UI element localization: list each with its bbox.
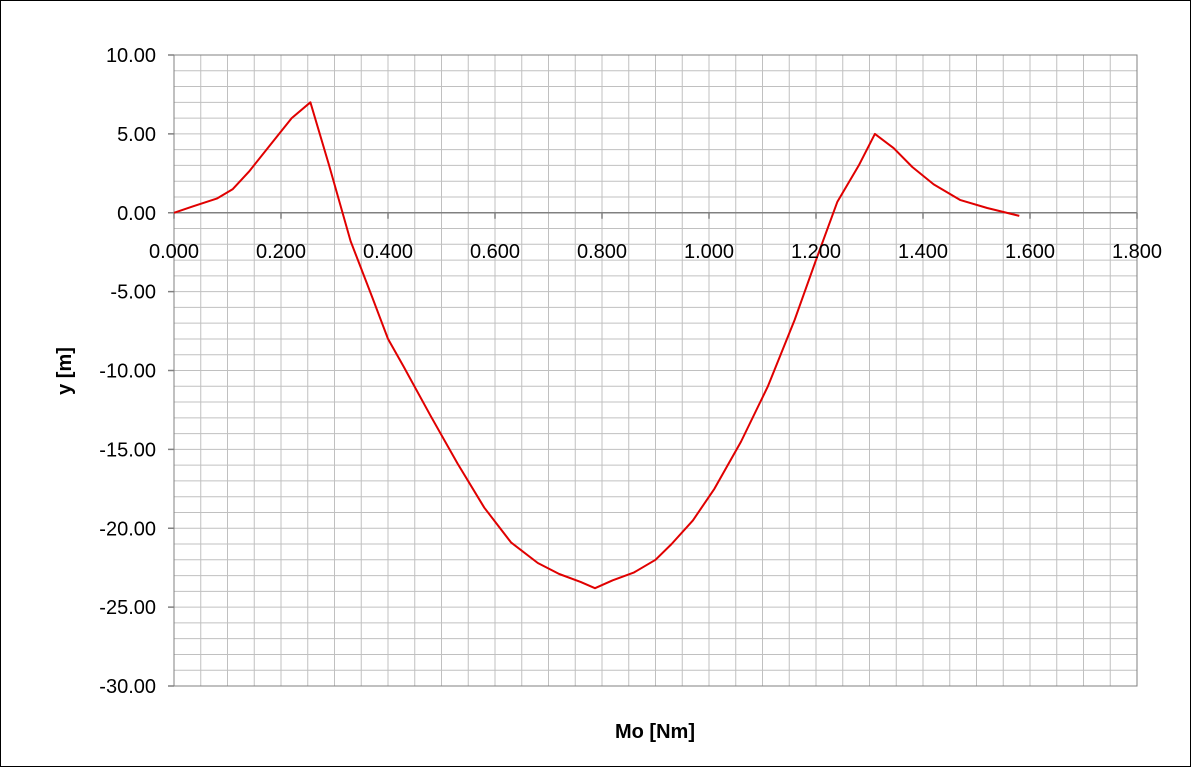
y-axis-title: y [m] bbox=[54, 347, 76, 395]
labels: 0.000 0.200 0.400 0.600 0.800 1.000 1.200 1.400… bbox=[99, 45, 1162, 698]
y-tick-label: -10.00 bbox=[99, 361, 156, 383]
x-tick-label: 0.400 bbox=[363, 241, 413, 263]
x-tick-label: 0.800 bbox=[577, 241, 627, 263]
x-tick-label: 1.600 bbox=[1005, 241, 1055, 263]
y-tick-label: -30.00 bbox=[99, 676, 156, 698]
grid bbox=[174, 55, 1137, 686]
series-layer bbox=[173, 101, 1020, 590]
y-tick-label: 0.00 bbox=[117, 203, 156, 225]
y-tick-label: 10.00 bbox=[106, 45, 156, 67]
y-tick-label: -5.00 bbox=[110, 282, 156, 304]
x-tick-label: 1.400 bbox=[898, 241, 948, 263]
x-tick-label: 1.800 bbox=[1112, 241, 1162, 263]
x-axis-title: Mo [Nm] bbox=[615, 721, 695, 743]
axes bbox=[168, 54, 1138, 687]
y-tick-label: 5.00 bbox=[117, 124, 156, 146]
x-tick-label: 1.000 bbox=[684, 241, 734, 263]
x-tick-label: 0.200 bbox=[256, 241, 306, 263]
y-tick-label: -20.00 bbox=[99, 518, 156, 540]
x-tick-label: 0.000 bbox=[149, 241, 199, 263]
x-tick-label: 1.200 bbox=[791, 241, 841, 263]
y-tick-label: -25.00 bbox=[99, 597, 156, 619]
series-line-1 bbox=[173, 101, 1020, 590]
x-tick-label: 0.600 bbox=[470, 241, 520, 263]
y-tick-label: -15.00 bbox=[99, 439, 156, 461]
